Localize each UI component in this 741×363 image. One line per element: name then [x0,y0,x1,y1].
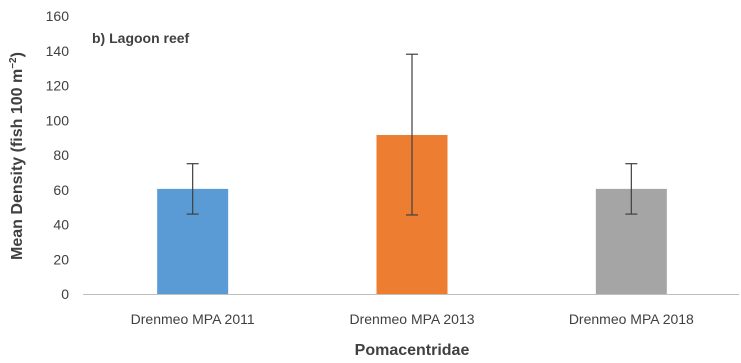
y-axis-title: Mean Density (fish 100 m−2) [8,52,26,260]
x-tick-label: Drenmeo MPA 2013 [349,311,474,327]
panel-label: b) Lagoon reef [92,30,190,46]
y-tick-label: 160 [46,8,70,24]
y-tick-label: 100 [46,112,70,128]
y-tick-label: 140 [46,43,70,59]
error-bars [186,53,638,216]
y-tick-label: 60 [53,182,69,198]
y-tick-label: 80 [53,147,69,163]
y-tick-label: 40 [53,217,69,233]
y-tick-label: 0 [61,286,69,302]
y-tick-label: 20 [53,251,69,267]
x-axis-labels: Drenmeo MPA 2011 Drenmeo MPA 2013 Drenmeo … [131,311,694,327]
y-tick-label: 120 [46,78,70,94]
x-axis-title: Pomacentridae [355,342,470,359]
x-tick-label: Drenmeo MPA 2011 [131,311,255,327]
x-tick-label: Drenmeo MPA 2018 [569,311,694,327]
error-bar [186,163,199,215]
error-bar [406,53,418,216]
y-axis: 0 20 40 60 80 100 120 140 160 [46,8,70,302]
error-bar [625,163,638,215]
